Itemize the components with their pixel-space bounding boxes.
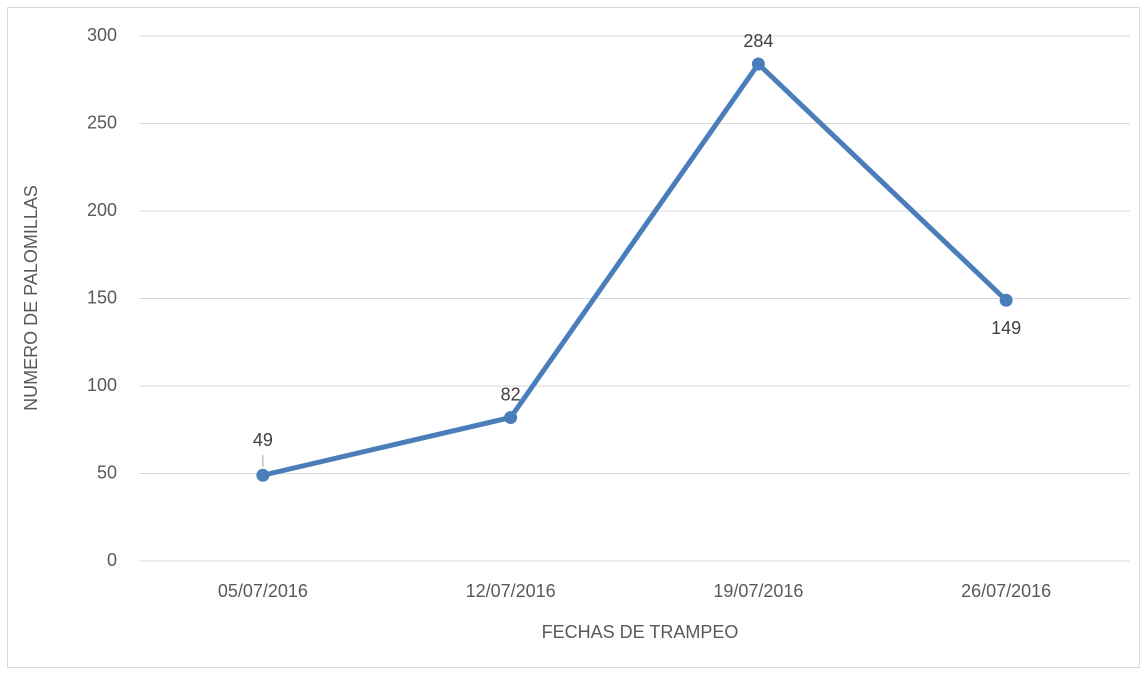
marker — [256, 468, 270, 482]
series-line — [262, 61, 1008, 478]
x-tick-label: 12/07/2016 — [466, 581, 556, 601]
y-tick-label: 150 — [87, 287, 117, 307]
data-label: 149 — [991, 318, 1021, 338]
y-tick-label: 100 — [87, 375, 117, 395]
data-label: 82 — [501, 384, 521, 404]
y-axis-label: NUMERO DE PALOMILLAS — [21, 185, 41, 411]
chart-border — [7, 7, 1140, 668]
y-tick-label: 50 — [97, 462, 117, 482]
marker — [504, 411, 518, 424]
y-tick-label: 0 — [107, 550, 117, 570]
y-tick-label: 250 — [87, 112, 117, 132]
y-tick-label: 300 — [87, 25, 117, 45]
x-tick-label: 26/07/2016 — [961, 581, 1051, 601]
x-tick-label: 19/07/2016 — [713, 581, 803, 601]
x-tick-label: 05/07/2016 — [218, 581, 308, 601]
data-label: 284 — [743, 31, 773, 51]
x-axis-label: FECHAS DE TRAMPEO — [542, 622, 739, 642]
marker — [751, 57, 765, 71]
y-tick-label: 200 — [87, 200, 117, 220]
data-label: 49 — [253, 430, 273, 450]
marker — [999, 293, 1013, 307]
